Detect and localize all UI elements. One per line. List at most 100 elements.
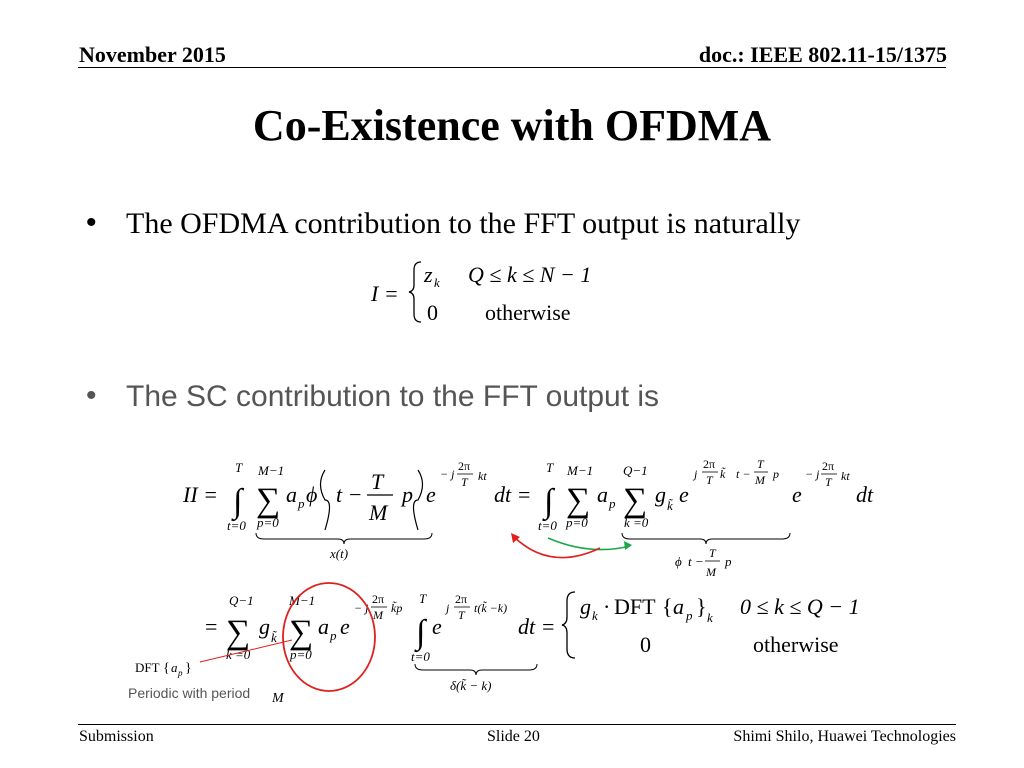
annotation-pointer [199,639,293,663]
svg-text:T: T [709,546,717,560]
svg-text:ϕ: ϕ [306,482,317,507]
svg-text:p: p [685,608,693,623]
green-arrowhead [624,541,632,550]
svg-text:t=0: t=0 [538,518,557,533]
equation-ofdma: I = z k Q ≤ k ≤ N − 1 0 otherwise [370,261,591,325]
svg-text:e: e [679,482,689,507]
svg-text:T: T [235,460,243,475]
svg-text:p: p [724,554,732,569]
svg-text:p: p [400,482,413,507]
svg-text:j: j [444,601,450,615]
svg-text:dt: dt [856,482,874,507]
slide-title: Co-Existence with OFDMA [252,101,772,150]
eq1-case2-value: 0 [427,300,438,325]
eq1-case1-value: z [423,262,433,287]
svg-text:M−1: M−1 [257,463,284,478]
sum-sign: ∑ [256,482,280,519]
integral-sign: ∫ [231,483,245,522]
svg-text:g: g [259,614,270,639]
header-divider [78,67,946,68]
svg-text:g: g [655,482,666,507]
svg-text:DFT: DFT [614,594,656,619]
svg-text:t −: t − [736,467,750,481]
svg-text:p=0: p=0 [256,515,279,530]
svg-text:∑: ∑ [623,482,647,519]
svg-text:M: M [705,565,717,579]
svg-text:T: T [706,473,714,487]
svg-text:p: p [329,628,337,643]
svg-text:T: T [458,608,466,622]
svg-text:∫: ∫ [414,614,428,653]
svg-text:t=0: t=0 [411,649,430,664]
svg-text:− j: − j [354,601,369,615]
svg-text:T: T [371,469,385,494]
equation-sc-first: II = T ∫ t=0 M−1 ∑ p=0 a p ϕ t − T M p e… [182,457,874,579]
svg-text:k̃ =0: k̃ =0 [226,647,251,662]
svg-text:kt: kt [478,469,487,483]
svg-text:p: p [608,496,616,511]
svg-text:kt: kt [841,469,850,483]
svg-text:k: k [592,608,598,623]
svg-text:− j: − j [805,467,820,481]
svg-text:∑: ∑ [226,614,250,651]
svg-text:T: T [546,460,554,475]
svg-text:=: = [205,614,217,639]
equation-sc-second: = Q−1 ∑ k̃ =0 g k̃ M−1 ∑ p=0 a p e − j 2… [205,582,860,693]
svg-text:a: a [673,594,684,619]
eq3-case2-value: 0 [640,632,651,657]
bullet-marker: • [86,379,97,412]
eq3-left-brace [561,591,576,659]
svg-text:{: { [662,594,673,619]
underbrace-delta [414,663,538,676]
eq3-case1-condition: 0 ≤ k ≤ Q − 1 [740,594,860,619]
periodic-annotation: DFT { a p } Periodic with period M [128,639,293,706]
svg-text:}: } [696,594,707,619]
periodic-note-var: M [271,691,285,706]
svg-text:2π: 2π [703,457,715,471]
svg-text:a: a [597,482,608,507]
footer-divider [78,724,956,725]
svg-text:k̃: k̃ [667,498,674,513]
svg-text:k̃: k̃ [720,467,726,481]
svg-text:T: T [825,475,833,489]
svg-text:e: e [792,482,802,507]
svg-text:e: e [432,614,442,639]
svg-text:∫: ∫ [542,483,556,522]
svg-text:k̃ =0: k̃ =0 [624,515,649,530]
svg-text:2π: 2π [822,459,834,473]
svg-text:t=0: t=0 [227,518,246,533]
eq1-case1-sub: k [434,275,440,290]
eq2-lhs: II = [182,482,218,507]
red-arrow [512,535,601,559]
svg-text:t −: t − [688,554,704,569]
underbrace-xt [255,532,433,545]
svg-text:M: M [368,500,389,525]
footer-slide-number: Slide 20 [487,728,540,745]
bullet-marker: • [86,206,97,239]
svg-text:p=0: p=0 [289,647,312,662]
svg-text:p=0: p=0 [565,515,588,530]
svg-text:k: k [707,610,713,625]
footer-submission: Submission [79,728,154,745]
red-circle-highlight [282,582,376,692]
svg-text:t(k̃ −k): t(k̃ −k) [474,601,507,615]
footer-author: Shimi Shilo, Huawei Technologies [733,728,956,745]
header-doc-id: doc.: IEEE 802.11-15/1375 [698,42,947,67]
delta-label: δ(k̃ − k) [450,678,492,693]
green-arrow [547,537,631,551]
svg-text:2π: 2π [372,592,384,606]
eq1-case1-condition: Q ≤ k ≤ N − 1 [468,262,591,287]
svg-text:p: p [297,496,305,511]
svg-text:a: a [286,482,297,507]
svg-text:M: M [754,473,766,487]
svg-text:Q−1: Q−1 [229,593,254,608]
bullet-ofdma-text: The OFDMA contribution to the FFT output… [126,207,801,240]
svg-text:T: T [757,457,765,471]
svg-text:2π: 2π [458,459,470,473]
eq1-case2-condition: otherwise [485,300,571,325]
xt-label: x(t) [329,546,348,561]
svg-text:}: } [185,661,192,676]
underbrace-phi [621,532,791,545]
eq1-left-brace [408,261,422,323]
